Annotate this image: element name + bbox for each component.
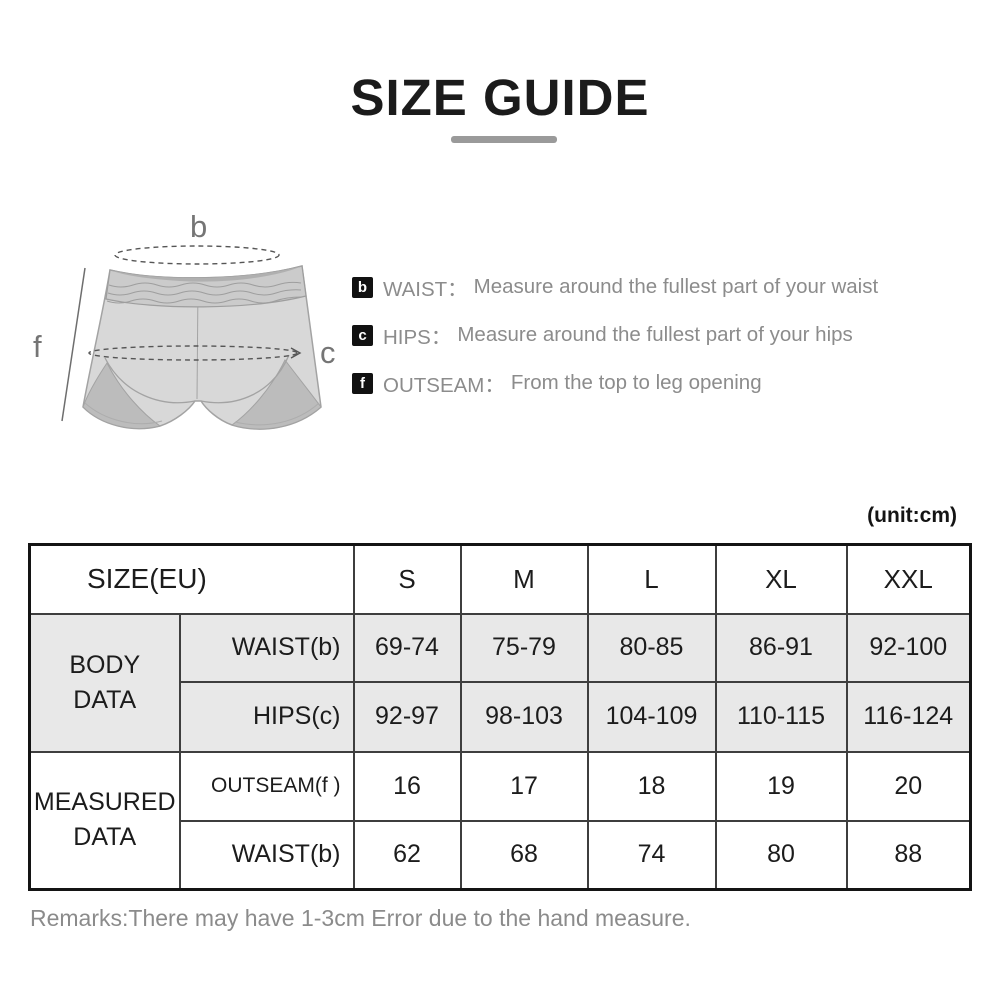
table-cell: 80 [714, 819, 848, 891]
hips-measure-ellipse [88, 345, 298, 361]
outseam-diagram-label: f [33, 329, 42, 364]
page-title: SIZE GUIDE [350, 69, 650, 126]
table-cell: 20 [845, 750, 972, 822]
remarks-text: Remarks:There may have 1-3cm Error due t… [30, 905, 691, 931]
outseam-description: From the top to leg opening [510, 371, 762, 394]
shorts-illustration: b f c [33, 209, 336, 430]
title-underline [451, 136, 557, 143]
table-cell: 98-103 [459, 680, 589, 753]
table-cell: 92-97 [352, 680, 462, 753]
table-cell: 86-91 [714, 612, 848, 683]
size-table: SIZE(EU) S M L XL XXL BODY DATA WAIST(b)… [28, 543, 972, 891]
table-cell: 68 [459, 819, 589, 891]
table-cell: 88 [845, 819, 972, 891]
waist-measure-ellipse [114, 245, 280, 265]
bottom-hem-left [84, 402, 163, 425]
unit-note: (unit:cm) [867, 504, 957, 527]
body-hips-row: HIPS(c) 92-97 98-103 104-109 110-115 116… [30, 680, 972, 753]
waist-description: Measure around the fullest part of your … [473, 275, 879, 298]
table-cell: 17 [459, 750, 589, 822]
table-cell: 18 [586, 750, 717, 822]
column-header-xxl: XXL [845, 543, 972, 615]
table-cell: 16 [352, 750, 462, 822]
measured-outseam-row: MEASURED DATA OUTSEAM(f ) 16 17 18 19 20 [28, 750, 972, 891]
outseam-term: OUTSEAM： [383, 374, 505, 397]
legend-item-waist: b WAIST： Measure around the fullest part… [352, 275, 879, 301]
waist-letter-badge: b [352, 276, 373, 298]
size-header-cell: SIZE(EU) [28, 543, 355, 615]
hips-term: HIPS： [383, 326, 452, 349]
column-header-m: M [459, 543, 589, 615]
table-cell: 19 [714, 750, 848, 822]
table-cell: 92-100 [845, 612, 972, 683]
table-cell: 80-85 [586, 612, 717, 683]
hem-curve-left [104, 357, 196, 404]
measured-data-group-cell: MEASURED DATA [28, 750, 181, 891]
measured-waist-row: WAIST(b) 62 68 74 80 88 [30, 819, 972, 891]
body-waist-row: BODY DATA WAIST(b) 69-74 75-79 80-85 86-… [28, 612, 972, 753]
waistband-stitch-2 [107, 289, 302, 296]
waistband-stitch-3 [106, 296, 302, 304]
body-data-group-cell: BODY DATA [28, 612, 181, 753]
bottom-hem-right [234, 402, 320, 426]
table-cell: 110-115 [714, 680, 848, 753]
column-header-s: S [352, 543, 462, 615]
column-header-xl: XL [714, 543, 848, 615]
row-label: HIPS(c) [178, 680, 355, 753]
column-header-l: L [586, 543, 717, 615]
row-label: WAIST(b) [178, 612, 355, 683]
table-cell: 74 [586, 819, 717, 891]
table-header-row: SIZE(EU) S M L XL XXL [28, 543, 972, 615]
legend-item-hips: c HIPS： Measure around the fullest part … [352, 323, 878, 349]
hem-curve-right [200, 354, 290, 404]
measurement-legend: b WAIST： Measure around the fullest part… [352, 275, 879, 397]
hips-letter-badge: c [352, 324, 373, 346]
waist-term: WAIST： [383, 278, 468, 301]
inner-leg-left [82, 362, 162, 429]
outseam-guide-line [61, 267, 86, 422]
table-cell: 69-74 [352, 612, 462, 683]
legend-item-outseam: f OUTSEAM： From the top to leg opening [352, 371, 878, 397]
inner-leg-right [230, 359, 322, 430]
waistband-stitch-1 [108, 281, 302, 288]
table-cell: 62 [352, 819, 462, 891]
table-cell: 116-124 [845, 680, 972, 753]
outseam-letter-badge: f [352, 372, 373, 394]
hips-diagram-label: c [320, 335, 336, 370]
row-label: OUTSEAM(f ) [178, 750, 355, 822]
row-label: WAIST(b) [178, 819, 355, 891]
table-cell: 104-109 [586, 680, 717, 753]
waist-diagram-label: b [190, 209, 207, 244]
table-cell: 75-79 [459, 612, 589, 683]
hips-arrow-tip [290, 347, 302, 359]
hips-description: Measure around the fullest part of your … [457, 323, 853, 346]
waistband-top-shadow [110, 266, 302, 282]
